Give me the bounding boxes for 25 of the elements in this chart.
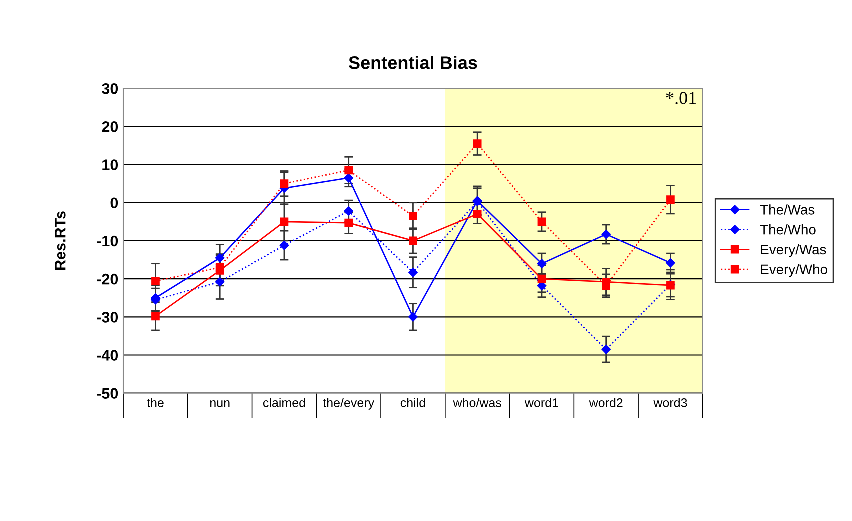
x-tick-label: the/every (323, 398, 375, 410)
x-tick-label: claimed (263, 398, 306, 408)
x-tick-label: the (147, 398, 164, 408)
y-tick-label: -50 (97, 388, 118, 400)
x-tick-label: word3 (654, 398, 688, 408)
x-tick-label: nun (210, 400, 230, 408)
annotation: *.01 (666, 92, 696, 104)
legend-label: Every/Was (761, 244, 826, 258)
x-tick-label: who/was (453, 398, 502, 408)
y-tick-label: 30 (102, 83, 118, 94)
legend-label: The/Was (760, 204, 815, 215)
y-tick-label: 10 (102, 160, 118, 170)
y-tick-label: -20 (97, 274, 118, 285)
x-tick-label: word2 (589, 398, 623, 408)
chart-title: Sentential Bias (349, 56, 478, 70)
y-tick-label: -30 (97, 312, 118, 323)
y-tick-label: -40 (97, 350, 118, 361)
legend-label: Every/Who (761, 264, 828, 278)
legend-label: The/Who (760, 224, 816, 235)
x-tick-label: child (400, 398, 426, 408)
y-axis-title: Res.RTs (55, 212, 66, 270)
y-tick-label: 0 (110, 198, 118, 209)
x-tick-label: word1 (524, 398, 558, 408)
y-tick-label: -10 (97, 236, 118, 247)
y-tick-label: 20 (102, 122, 118, 132)
